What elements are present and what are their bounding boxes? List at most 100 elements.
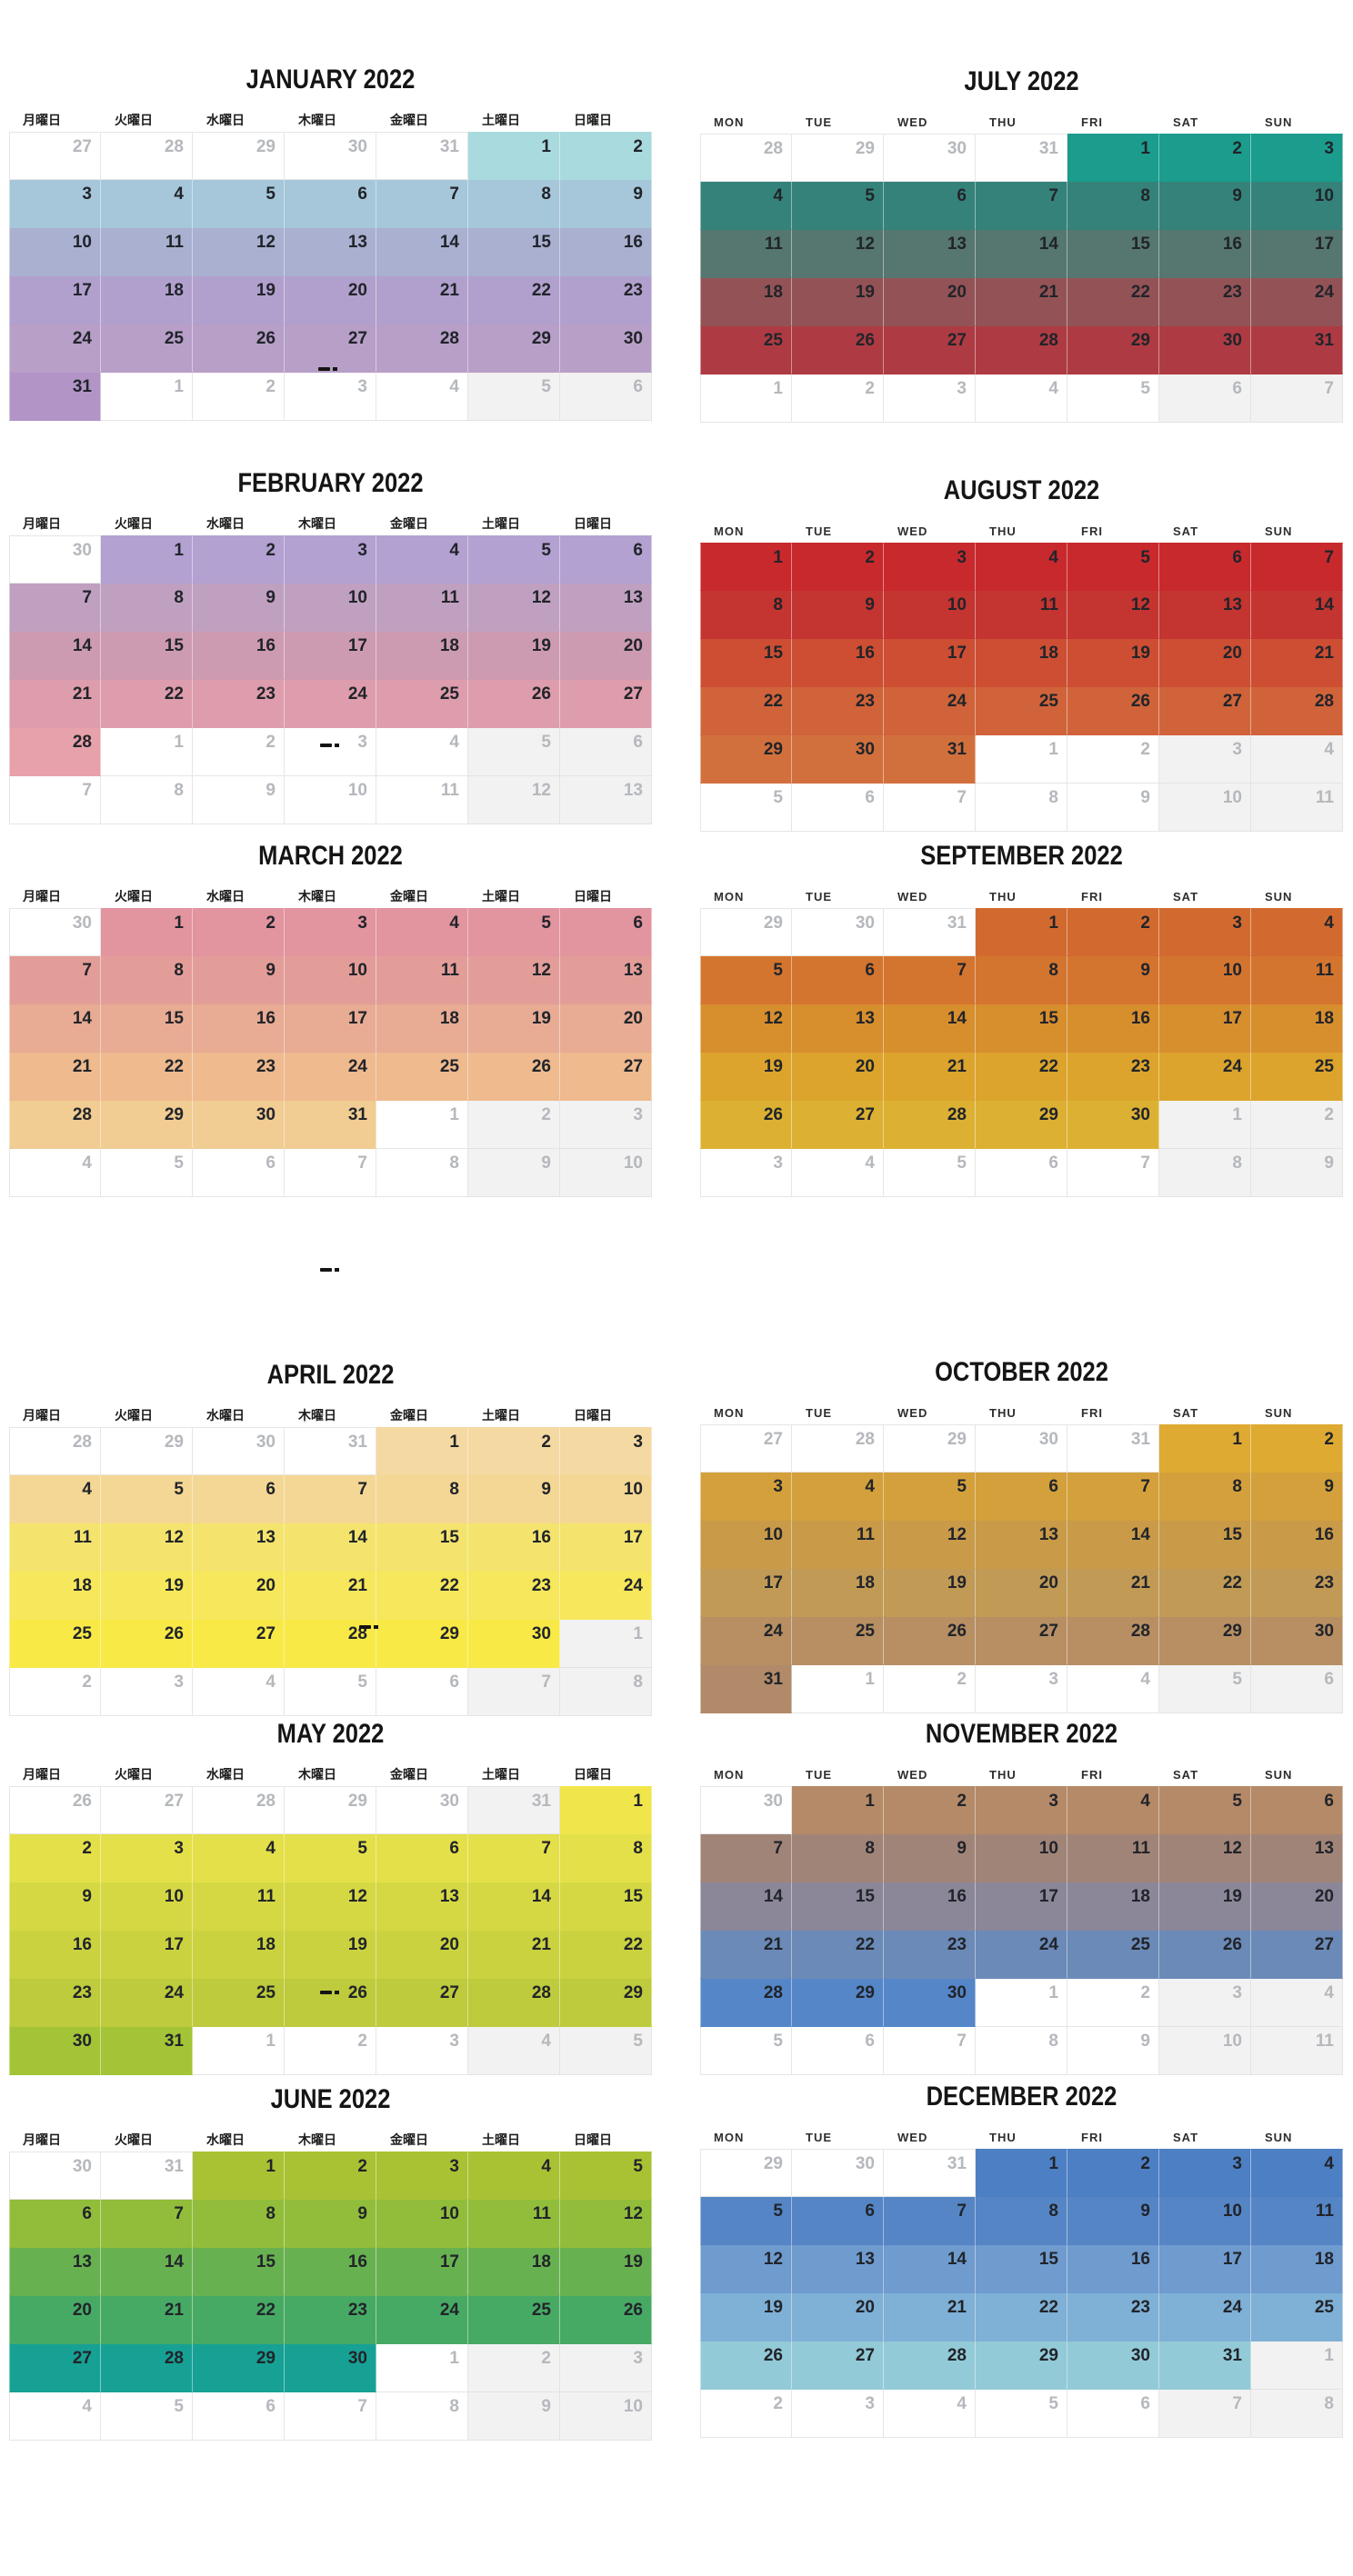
day-number: 26	[256, 329, 276, 348]
day-number: 5	[357, 1839, 367, 1858]
day-number: 25	[256, 1983, 276, 2002]
day-cell: 28	[9, 728, 101, 776]
day-cell: 31	[976, 134, 1067, 182]
day-number: 9	[1324, 1153, 1334, 1173]
day-number: 21	[164, 2301, 184, 2320]
weekday-header: FRI	[1081, 889, 1103, 904]
weekday-header: 日曜日	[574, 113, 612, 127]
day-cell: 27	[9, 132, 101, 180]
month-grid: 29 30 31 1 2 3 4 5 6 7 8 9 10 11 12 13 14 15 16 17 18 19 20 21 2…	[700, 2149, 1343, 2438]
weekday-header: MON	[714, 2130, 745, 2144]
day-cell: 16	[884, 1882, 976, 1931]
day-cell: 1	[1067, 134, 1159, 182]
day-number: 7	[82, 588, 92, 607]
day-cell: 9	[193, 956, 285, 1004]
day-cell: 6	[193, 1149, 285, 1197]
weekday-header-row: 月曜日 火曜日 水曜日 木曜日 金曜日 土曜日 日曜日	[9, 512, 652, 535]
day-cell: 4	[792, 1149, 884, 1197]
day-number: 22	[439, 1576, 459, 1595]
day-number: 8	[633, 1672, 643, 1692]
day-number: 4	[1140, 1792, 1150, 1811]
day-number: 8	[773, 595, 783, 614]
weekday-header: 木曜日	[298, 1408, 336, 1423]
day-cell: 1	[376, 2344, 468, 2392]
day-cell: 25	[376, 1053, 468, 1101]
weekday-header-row: 月曜日 火曜日 水曜日 木曜日 金曜日 土曜日 日曜日	[9, 2128, 652, 2152]
day-cell: 27	[792, 2341, 884, 2390]
day-number: 15	[623, 1887, 643, 1906]
day-cell: 5	[285, 1668, 376, 1716]
day-cell: 10	[285, 956, 376, 1004]
day-number: 12	[256, 233, 276, 252]
day-cell: 26	[285, 1979, 376, 2027]
day-cell: 3	[884, 543, 976, 591]
day-cell: 23	[468, 1572, 560, 1620]
day-cell: 23	[1251, 1569, 1343, 1617]
day-cell: 4	[193, 1834, 285, 1882]
day-cell: 1	[101, 373, 193, 421]
day-cell: 11	[1251, 2197, 1343, 2245]
month-title: NOVEMBER 2022	[925, 1719, 1118, 1749]
day-number: 18	[1038, 644, 1058, 663]
day-cell: 24	[1159, 2293, 1251, 2341]
day-number: 20	[947, 283, 967, 302]
day-number: 5	[865, 186, 875, 205]
day-number: 1	[1048, 740, 1058, 759]
day-number: 31	[1314, 331, 1334, 350]
day-cell: 22	[193, 2296, 285, 2344]
day-cell: 4	[9, 1149, 101, 1197]
day-cell: 5	[468, 908, 560, 956]
day-cell: 1	[1159, 1101, 1251, 1149]
day-number: 26	[855, 331, 875, 350]
day-number: 8	[449, 2397, 459, 2416]
day-cell: 9	[468, 2392, 560, 2441]
day-cell: 1	[560, 1786, 652, 1834]
day-number: 1	[174, 914, 184, 933]
day-cell: 27	[193, 1620, 285, 1668]
day-cell: 21	[1067, 1569, 1159, 1617]
weekday-header: 火曜日	[115, 113, 153, 127]
day-cell: 18	[193, 1931, 285, 1979]
month-grid: 30 31 1 2 3 4 5 6 7 8 9 10 11 12 13 14 15 16 17 18 19 20 21 22 2…	[9, 2152, 652, 2441]
weekday-header: 火曜日	[115, 1767, 153, 1782]
day-number: 6	[1140, 2394, 1150, 2413]
day-number: 6	[633, 914, 643, 933]
day-cell: 13	[1251, 1834, 1343, 1882]
day-number: 19	[947, 1573, 967, 1593]
day-number: 3	[1232, 740, 1242, 759]
day-number: 4	[449, 541, 459, 560]
day-cell: 5	[700, 2027, 792, 2075]
day-number: 2	[541, 1105, 551, 1124]
weekday-header: 月曜日	[23, 889, 61, 904]
day-cell: 22	[376, 1572, 468, 1620]
day-number: 30	[623, 329, 643, 348]
day-cell: 3	[1159, 1979, 1251, 2027]
day-cell: 7	[1251, 374, 1343, 423]
day-cell: 17	[700, 1569, 792, 1617]
day-number: 25	[72, 1624, 92, 1643]
day-cell: 6	[376, 1668, 468, 1716]
day-number: 8	[449, 1153, 459, 1173]
weekday-header: 水曜日	[206, 1767, 245, 1782]
day-cell: 4	[1251, 735, 1343, 784]
day-number: 13	[439, 1887, 459, 1906]
day-number: 9	[266, 781, 276, 800]
day-cell: 4	[193, 1668, 285, 1716]
day-cell: 2	[193, 908, 285, 956]
day-cell: 10	[1159, 956, 1251, 1004]
day-number: 3	[957, 548, 967, 567]
day-cell: 2	[884, 1786, 976, 1834]
day-number: 19	[855, 283, 875, 302]
day-cell: 15	[792, 1882, 884, 1931]
day-cell: 16	[792, 639, 884, 687]
day-number: 4	[82, 1480, 92, 1499]
month-march: MARCH 2022 月曜日 火曜日 水曜日 木曜日 金曜日 土曜日 日曜日 30 1 2 3 4 5 6 7…	[9, 843, 652, 1197]
day-number: 28	[947, 1105, 967, 1124]
day-cell: 19	[285, 1931, 376, 1979]
day-cell: 1	[792, 1665, 884, 1713]
day-number: 17	[763, 1573, 783, 1593]
day-number: 8	[633, 1839, 643, 1858]
day-cell: 6	[1251, 1786, 1343, 1834]
day-cell: 8	[560, 1834, 652, 1882]
day-number: 3	[1232, 914, 1242, 933]
